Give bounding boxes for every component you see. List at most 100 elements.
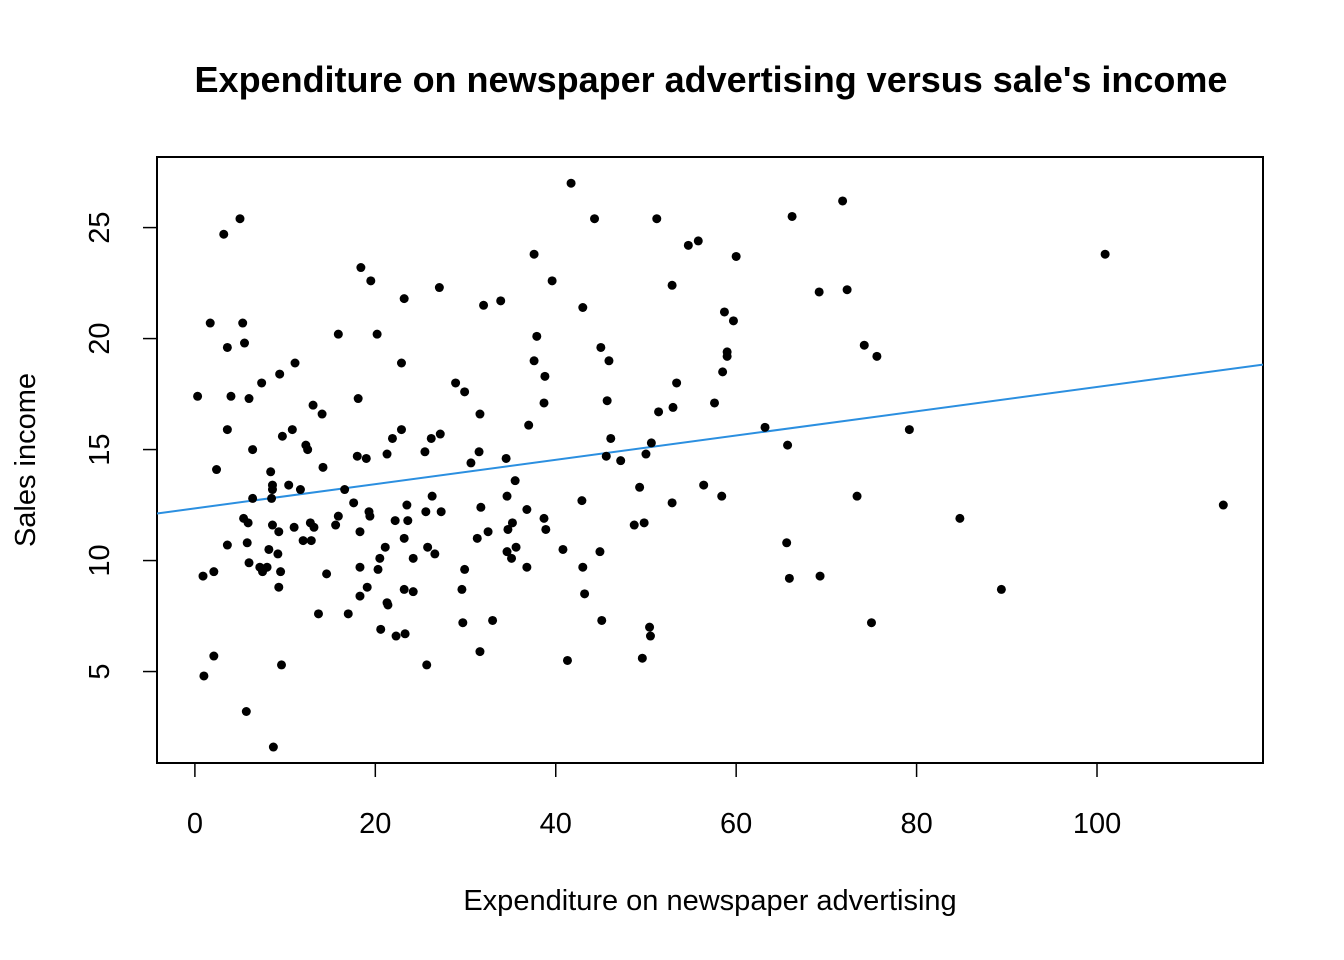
- data-point: [717, 491, 727, 501]
- data-point: [852, 491, 862, 501]
- data-point: [488, 615, 498, 625]
- data-point: [399, 533, 409, 543]
- data-point: [597, 615, 607, 625]
- data-point: [838, 196, 848, 206]
- data-point: [719, 307, 729, 317]
- data-point: [400, 629, 410, 639]
- data-point: [596, 342, 606, 352]
- x-tick-label: 40: [540, 808, 572, 840]
- data-point: [645, 631, 655, 641]
- data-point: [466, 458, 476, 468]
- data-point: [209, 651, 219, 661]
- data-point: [718, 367, 728, 377]
- data-point: [241, 707, 251, 717]
- data-point: [273, 549, 283, 559]
- data-point: [435, 429, 445, 439]
- data-point: [365, 511, 375, 521]
- data-point: [244, 394, 254, 404]
- data-point: [390, 516, 400, 526]
- data-point: [782, 538, 792, 548]
- data-point: [238, 318, 248, 328]
- data-point: [309, 522, 319, 532]
- data-point: [578, 303, 588, 313]
- data-point: [243, 518, 253, 528]
- data-point: [522, 562, 532, 572]
- data-point: [353, 394, 363, 404]
- data-point: [529, 356, 539, 366]
- data-point: [710, 398, 720, 408]
- data-point: [276, 660, 286, 670]
- data-point: [629, 520, 639, 530]
- data-point: [373, 564, 383, 574]
- data-point: [274, 527, 284, 537]
- data-point: [460, 387, 470, 397]
- x-tick-label: 80: [900, 808, 932, 840]
- data-point: [355, 527, 365, 537]
- data-point: [426, 433, 436, 443]
- data-point: [606, 433, 616, 443]
- data-point: [540, 371, 550, 381]
- data-point: [267, 493, 277, 503]
- data-point: [212, 465, 222, 475]
- data-point: [635, 482, 645, 492]
- y-axis-label: Sales income: [10, 373, 42, 547]
- data-point: [399, 294, 409, 304]
- data-point: [318, 462, 328, 472]
- data-point: [646, 438, 656, 448]
- data-point: [290, 358, 300, 368]
- data-point: [222, 425, 232, 435]
- data-point: [501, 453, 511, 463]
- data-point: [306, 536, 316, 546]
- data-point: [693, 236, 703, 246]
- data-point: [420, 447, 430, 457]
- data-point: [451, 378, 461, 388]
- data-point: [731, 251, 741, 261]
- data-point: [361, 453, 371, 463]
- data-point: [387, 433, 397, 443]
- data-point: [244, 558, 254, 568]
- data-point: [289, 522, 299, 532]
- x-tick-label: 100: [1073, 808, 1121, 840]
- data-point: [340, 485, 350, 495]
- data-point: [683, 240, 693, 250]
- data-point: [333, 329, 343, 339]
- data-point: [539, 513, 549, 523]
- data-point: [198, 571, 208, 581]
- data-point: [376, 624, 386, 634]
- data-point: [604, 356, 614, 366]
- y-tick-label: 15: [84, 433, 116, 465]
- data-point: [421, 507, 431, 517]
- data-point: [814, 287, 824, 297]
- data-point: [264, 544, 274, 554]
- data-point: [783, 440, 793, 450]
- data-point: [205, 318, 215, 328]
- data-point: [503, 524, 513, 534]
- data-points: [193, 178, 1228, 752]
- regression-line: [157, 363, 1263, 515]
- y-axis: 5 10 15 20 25: [84, 211, 158, 680]
- data-point: [199, 671, 209, 681]
- data-point: [427, 491, 437, 501]
- x-tick-label: 60: [720, 808, 752, 840]
- data-point: [996, 584, 1006, 594]
- data-point: [483, 527, 493, 537]
- data-point: [298, 536, 308, 546]
- data-point: [430, 549, 440, 559]
- data-point: [532, 331, 542, 341]
- data-point: [352, 451, 362, 461]
- data-point: [355, 591, 365, 601]
- data-point: [511, 542, 521, 552]
- data-point: [274, 582, 284, 592]
- x-tick-label: 0: [187, 808, 203, 840]
- data-point: [476, 502, 486, 512]
- data-point: [580, 589, 590, 599]
- x-tick-label: 20: [359, 808, 391, 840]
- data-point: [558, 544, 568, 554]
- data-point: [402, 500, 412, 510]
- data-point: [539, 398, 549, 408]
- data-point: [472, 533, 482, 543]
- data-point: [362, 582, 372, 592]
- data-point: [859, 340, 869, 350]
- data-point: [1100, 249, 1110, 259]
